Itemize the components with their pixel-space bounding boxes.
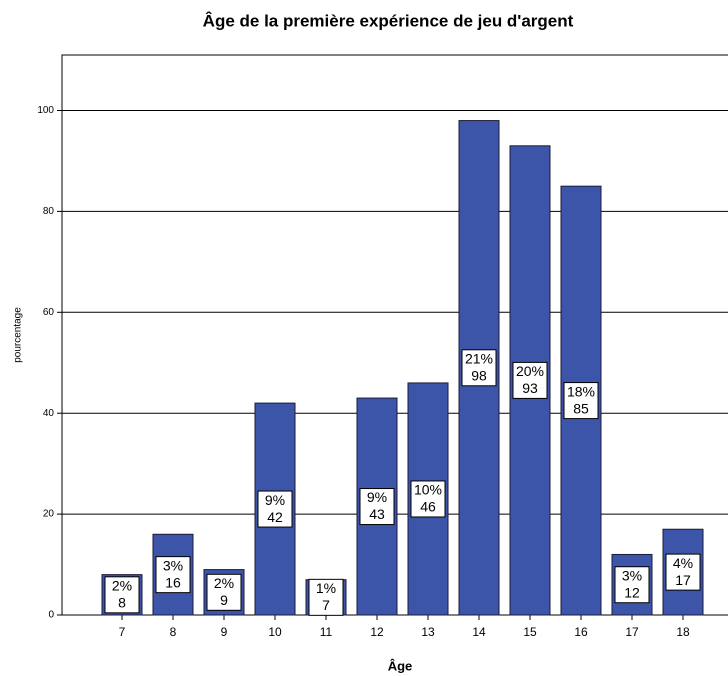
label-box [563, 382, 599, 420]
y-tick-label: 20 [43, 509, 55, 520]
label-box [614, 566, 650, 604]
x-tick-label: 16 [574, 625, 588, 639]
label-box [410, 480, 446, 518]
value-label: 12 [624, 584, 640, 600]
y-tick-label: 40 [43, 408, 55, 419]
value-label: 8 [118, 595, 126, 611]
x-axis-label: Âge [388, 658, 413, 673]
y-tick-label: 0 [48, 610, 54, 621]
x-tick-label: 13 [421, 625, 435, 639]
y-axis-label: pourcentage [13, 307, 24, 363]
chart-title: Âge de la première expérience de jeu d'a… [203, 11, 574, 30]
value-label: 93 [522, 380, 538, 396]
label-box [257, 490, 293, 528]
percent-label: 18% [567, 383, 595, 399]
percent-label: 3% [622, 567, 642, 583]
label-box [461, 349, 497, 387]
x-tick-label: 7 [119, 625, 126, 639]
label-box [104, 576, 140, 614]
label-box [206, 573, 242, 611]
percent-label: 21% [465, 350, 493, 366]
percent-label: 4% [673, 555, 693, 571]
label-box [512, 361, 548, 399]
x-tick-label: 15 [523, 625, 537, 639]
value-label: 98 [471, 367, 487, 383]
percent-label: 20% [516, 363, 544, 379]
label-box [155, 556, 191, 594]
x-tick-label: 17 [625, 625, 639, 639]
value-label: 43 [369, 506, 385, 522]
x-tick-label: 14 [472, 625, 486, 639]
value-label: 7 [322, 597, 330, 613]
x-tick-label: 10 [268, 625, 282, 639]
y-tick-label: 100 [37, 105, 54, 116]
percent-label: 9% [265, 492, 285, 508]
x-tick-label: 11 [320, 625, 333, 639]
value-label: 46 [420, 499, 436, 515]
value-label: 16 [165, 574, 181, 590]
value-label: 42 [267, 509, 283, 525]
y-tick-label: 60 [43, 307, 55, 318]
percent-label: 3% [163, 557, 183, 573]
percent-label: 2% [214, 575, 234, 591]
x-tick-label: 9 [221, 625, 228, 639]
value-label: 85 [573, 400, 589, 416]
percent-label: 1% [316, 580, 336, 596]
y-tick-label: 80 [43, 206, 55, 217]
label-box [308, 578, 344, 616]
x-tick-label: 18 [676, 625, 690, 639]
value-label: 9 [220, 592, 228, 608]
percent-label: 10% [414, 482, 442, 498]
x-tick-label: 12 [370, 625, 384, 639]
value-label: 17 [675, 572, 691, 588]
percent-label: 2% [112, 578, 132, 594]
percent-label: 9% [367, 489, 387, 505]
label-box [665, 553, 701, 591]
x-tick-label: 8 [170, 625, 177, 639]
label-box [359, 488, 395, 526]
